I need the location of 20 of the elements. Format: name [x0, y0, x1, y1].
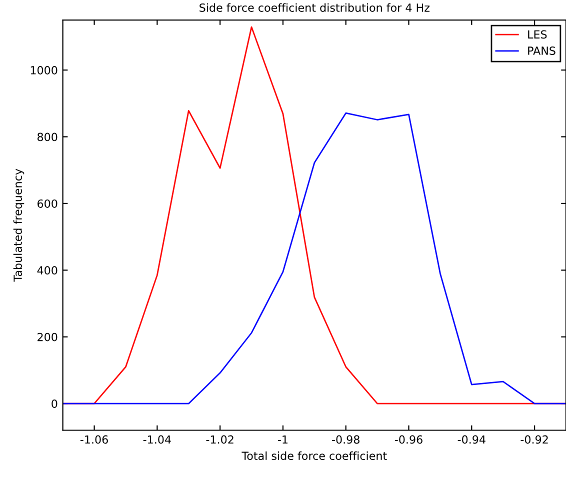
legend-label: PANS — [528, 46, 556, 55]
x-tick-label: -0.92 — [520, 435, 548, 444]
y-tick-label: 1000 — [30, 66, 58, 74]
x-tick-label: -0.94 — [458, 435, 486, 444]
x-tick-label: -0.96 — [394, 435, 422, 444]
y-axis-title: Tabulated frequency — [13, 168, 24, 282]
x-tick-label: -1.06 — [80, 435, 108, 444]
y-tick-label: 800 — [38, 132, 58, 142]
x-tick-label: -0.98 — [332, 435, 360, 444]
line-series — [62, 112, 566, 404]
y-tick-label: 600 — [38, 199, 58, 208]
y-tick-label: 400 — [37, 266, 58, 275]
legend-label: LES — [528, 30, 547, 39]
x-tick-label: -1.04 — [143, 435, 171, 444]
x-axis-title: Total side force coefficient — [242, 451, 387, 460]
chart-title: Side force coefficient distribution for 4 Hz — [200, 3, 430, 12]
x-tick-label: -1.02 — [206, 435, 234, 444]
x-tick-label: -1 — [278, 435, 288, 444]
y-tick-label: 200 — [38, 332, 58, 342]
y-tick-label: 0 — [52, 400, 58, 408]
